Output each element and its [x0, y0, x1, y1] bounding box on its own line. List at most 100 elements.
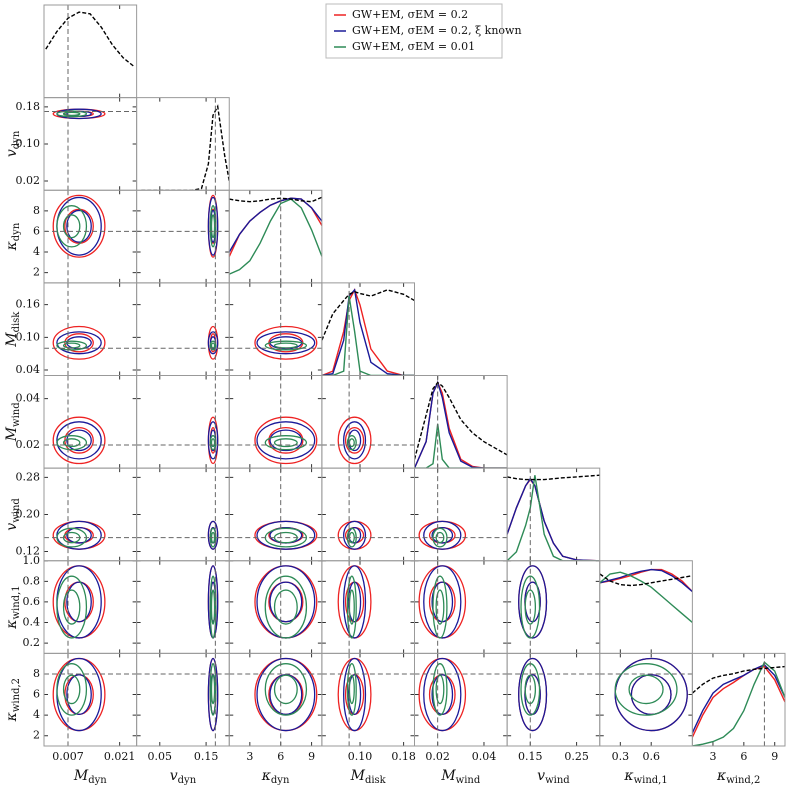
panel — [44, 468, 137, 561]
label-main: v — [4, 149, 20, 157]
contour — [347, 674, 362, 716]
contour — [264, 663, 308, 716]
density-curve — [599, 568, 693, 593]
contour — [66, 581, 92, 623]
panel — [321, 468, 415, 561]
density-curve — [229, 197, 322, 253]
y-tick-label: 0.28 — [16, 470, 41, 483]
contour — [518, 657, 548, 732]
panel-frame — [599, 652, 693, 747]
contour — [210, 589, 216, 625]
panel-frame — [321, 560, 415, 654]
panel — [229, 375, 322, 469]
y-tick-label: 2 — [33, 266, 40, 279]
contour — [56, 435, 88, 451]
label-sub: wind,2 — [11, 678, 22, 712]
panel — [136, 375, 230, 469]
panel — [136, 560, 230, 654]
contour — [418, 520, 467, 550]
panel — [44, 375, 137, 469]
y-tick-label: 0.20 — [16, 507, 41, 520]
contour — [62, 438, 81, 448]
y-tick-label: 6 — [33, 688, 40, 701]
y-tick-label: 0.16 — [16, 298, 41, 311]
y-tick-label: 4 — [33, 245, 40, 258]
contour — [435, 531, 445, 544]
contour — [614, 663, 678, 716]
panel — [321, 560, 415, 654]
density-curve — [414, 381, 508, 460]
panel — [136, 468, 230, 561]
density-curve — [229, 197, 322, 257]
panel — [44, 97, 137, 191]
y-tick-label: 0.10 — [16, 137, 41, 150]
panel-frame — [691, 652, 786, 747]
contour — [347, 526, 362, 544]
y-axis-label: vdyn — [4, 130, 22, 157]
panel — [141, 97, 230, 191]
x-tick-label: 0.6 — [642, 750, 660, 763]
label-sub: dyn — [178, 775, 197, 786]
contour — [66, 674, 92, 716]
panel — [414, 468, 508, 561]
density-curve — [229, 196, 322, 203]
x-axis-label: Mwind — [440, 768, 481, 786]
panel — [136, 282, 230, 376]
y-tick-label: 0.6 — [23, 595, 41, 608]
contour — [269, 581, 303, 623]
contour — [64, 208, 94, 244]
label-sub: dyn — [11, 222, 22, 241]
label-main: κ — [623, 768, 633, 784]
contour — [256, 657, 316, 732]
contour — [62, 214, 81, 239]
contour — [337, 416, 372, 465]
panel-frame — [506, 652, 601, 747]
y-tick-label: 0.4 — [23, 616, 41, 629]
contour — [66, 209, 92, 243]
contour — [56, 205, 88, 248]
contour — [66, 526, 92, 544]
contour — [62, 674, 81, 705]
panel-frame — [321, 467, 415, 562]
x-tick-label: 9 — [771, 750, 778, 763]
label-main: v — [537, 768, 545, 784]
x-tick-label: 0.3 — [612, 750, 630, 763]
panel — [229, 653, 322, 746]
contour — [56, 575, 88, 639]
density-curve — [599, 573, 693, 587]
panel — [229, 560, 322, 654]
label-sub: wind — [11, 498, 22, 523]
panel-frame — [228, 560, 323, 654]
contour — [210, 342, 216, 349]
contour — [52, 325, 106, 360]
contour — [344, 426, 365, 454]
density-curve — [507, 478, 600, 561]
y-tick-label: 0.02 — [16, 174, 41, 187]
density-curve — [507, 477, 600, 561]
contour — [52, 194, 106, 258]
contour — [518, 565, 548, 639]
x-tick-label: 0.04 — [472, 750, 497, 763]
label-sub: dyn — [11, 130, 22, 149]
y-tick-label: 0.12 — [16, 544, 41, 557]
legend-box — [325, 3, 503, 59]
x-tick-label: 0.02 — [425, 750, 450, 763]
panel — [229, 190, 322, 283]
panel — [229, 468, 322, 561]
contour — [346, 435, 357, 451]
contour — [207, 520, 219, 550]
x-axis-label: Mdisk — [350, 768, 387, 786]
density-curve — [692, 661, 785, 746]
contour — [431, 581, 454, 623]
contour — [346, 575, 357, 639]
y-tick-label: 0.04 — [16, 363, 41, 376]
contour — [209, 340, 217, 351]
x-tick-label: 0.021 — [104, 750, 136, 763]
contour — [418, 657, 467, 732]
legend-label: GW+EM, σEM = 0.01 — [352, 40, 475, 53]
density-curve — [507, 474, 600, 481]
y-axis-label: Mdisk — [4, 311, 22, 348]
contour — [207, 421, 219, 460]
y-axis-label: κwind,1 — [4, 585, 22, 629]
panel — [321, 375, 415, 469]
